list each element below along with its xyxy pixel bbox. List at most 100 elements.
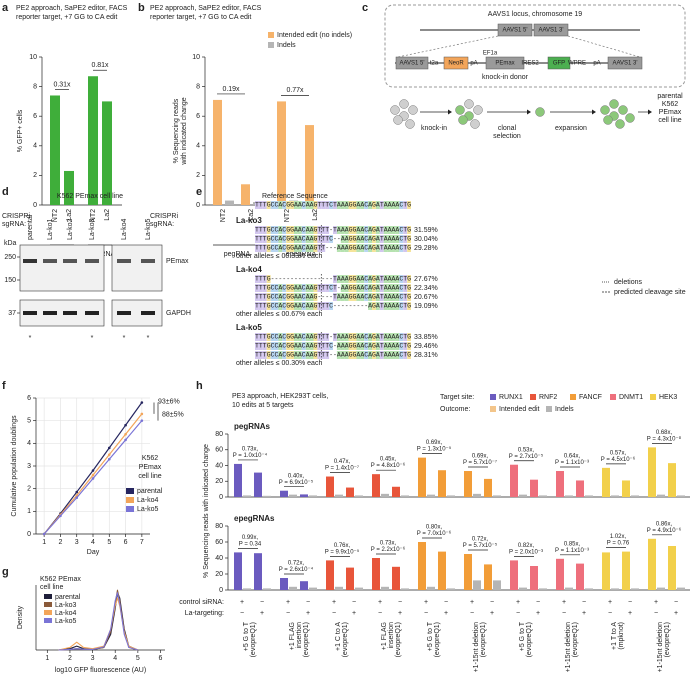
bar <box>289 494 297 497</box>
nucleotide-bg <box>387 351 392 359</box>
nucleotide-bg <box>297 284 302 292</box>
nucleotide-bg <box>383 302 388 310</box>
nucleotide-bg <box>391 284 396 292</box>
lane-note: * <box>91 335 94 342</box>
band <box>85 311 99 315</box>
nucleotide-bg <box>379 351 384 359</box>
panel-letter: g <box>2 566 9 578</box>
bar <box>438 470 446 497</box>
row-sign: + <box>562 599 566 606</box>
nucleotide-bg <box>356 235 361 243</box>
band <box>85 259 99 263</box>
nucleotide-bg <box>360 351 365 359</box>
cell <box>609 99 619 109</box>
p-value: P = 1.3x10⁻⁵ <box>417 446 452 453</box>
point <box>140 419 144 422</box>
nucleotide-bg <box>391 333 396 341</box>
nucleotide-bg <box>286 342 291 350</box>
panel-title: PE2 approach, SaPE2 editor, FACS <box>16 5 128 12</box>
bar <box>243 588 251 590</box>
legend-title: Outcome: <box>440 406 470 413</box>
nucleotide-bg <box>290 293 294 301</box>
nucleotide-bg <box>399 302 404 310</box>
nucleotide-bg <box>301 201 306 209</box>
nucleotide-bg <box>278 333 283 341</box>
nucleotide-bg <box>360 284 365 292</box>
nucleotide-bg <box>270 293 275 301</box>
bar <box>418 542 426 590</box>
nucleotide-bg <box>348 244 353 252</box>
nucleotide-bg <box>290 244 294 252</box>
bar <box>473 493 481 497</box>
nucleotide-bg <box>403 333 408 341</box>
nucleotide-bg <box>364 235 369 243</box>
nucleotide-bg <box>309 235 314 243</box>
nucleotide-bg <box>278 201 283 209</box>
nucleotide-bg <box>407 244 411 252</box>
bar <box>254 472 262 497</box>
blot-membrane <box>111 244 163 292</box>
fold-label: 0.57x, <box>610 450 627 456</box>
nucleotide-bg <box>266 284 271 292</box>
row-sign: + <box>654 599 658 606</box>
donor-label: NeoR <box>448 61 464 67</box>
nucleotide-bg <box>333 293 337 301</box>
cell <box>600 105 610 115</box>
nucleotide-bg <box>372 201 376 209</box>
nucleotide-bg <box>278 342 283 350</box>
row-label: La-targeting: <box>185 610 224 617</box>
x-tick-label: 4 <box>113 655 117 662</box>
nucleotide-bg <box>372 226 376 234</box>
nucleotide-bg <box>321 201 326 209</box>
nucleotide-bg <box>379 302 384 310</box>
nucleotide-bg <box>403 275 408 283</box>
nucleotide-bg <box>387 201 392 209</box>
nucleotide-bg <box>383 351 388 359</box>
nucleotide-bg <box>333 226 337 234</box>
x-tick-label: NT2 <box>284 209 291 222</box>
nucleotide-bg <box>391 351 396 359</box>
point <box>124 432 127 436</box>
nucleotide-bg <box>368 333 372 341</box>
y-tick-label: 6 <box>196 113 200 120</box>
row-sign: − <box>306 599 310 606</box>
nucleotide-bg <box>305 235 310 243</box>
donor-label: IRES2 <box>521 61 539 67</box>
nucleotide-bg <box>344 333 349 341</box>
row-sign: − <box>286 610 290 617</box>
allele-percent: 20.67% <box>414 294 438 301</box>
nucleotide-bg <box>383 284 388 292</box>
p-value: P = 2.2x10⁻⁶ <box>371 546 406 553</box>
nucleotide-bg <box>290 201 294 209</box>
nucleotide-bg <box>317 302 322 310</box>
bar <box>657 587 665 590</box>
nucleotide-bg <box>329 235 333 243</box>
row-sign: + <box>286 599 290 606</box>
nucleotide-bg <box>278 226 283 234</box>
row-sign: − <box>378 610 382 617</box>
edit-label: (evopreQ1) <box>342 622 349 657</box>
bar <box>565 587 573 590</box>
row-sign: + <box>490 610 494 617</box>
band <box>43 311 57 315</box>
nucleotide-bg <box>403 351 408 359</box>
fold-label: 0.69x, <box>426 440 443 446</box>
bar <box>401 588 409 590</box>
band <box>117 259 131 263</box>
nucleotide-bg <box>290 235 294 243</box>
point <box>91 469 95 472</box>
nucleotide-bg <box>391 235 396 243</box>
sequence: TTTGCCACGGAACAAGTTT--AAAGGAACAGATAAAACTG <box>255 352 411 359</box>
nucleotide-bg <box>258 351 263 359</box>
nucleotide-bg <box>379 342 384 350</box>
legend-swatch <box>126 488 134 494</box>
nucleotide-bg <box>407 333 411 341</box>
arrow-head <box>648 109 652 115</box>
legend-title: Target site: <box>440 394 474 401</box>
bar <box>602 467 610 497</box>
row-sign: + <box>516 599 520 606</box>
row-sign: − <box>424 610 428 617</box>
nucleotide-bg <box>368 302 372 310</box>
fold-label: 0.76x, <box>334 543 351 549</box>
x-tick-label: 7 <box>140 539 144 546</box>
